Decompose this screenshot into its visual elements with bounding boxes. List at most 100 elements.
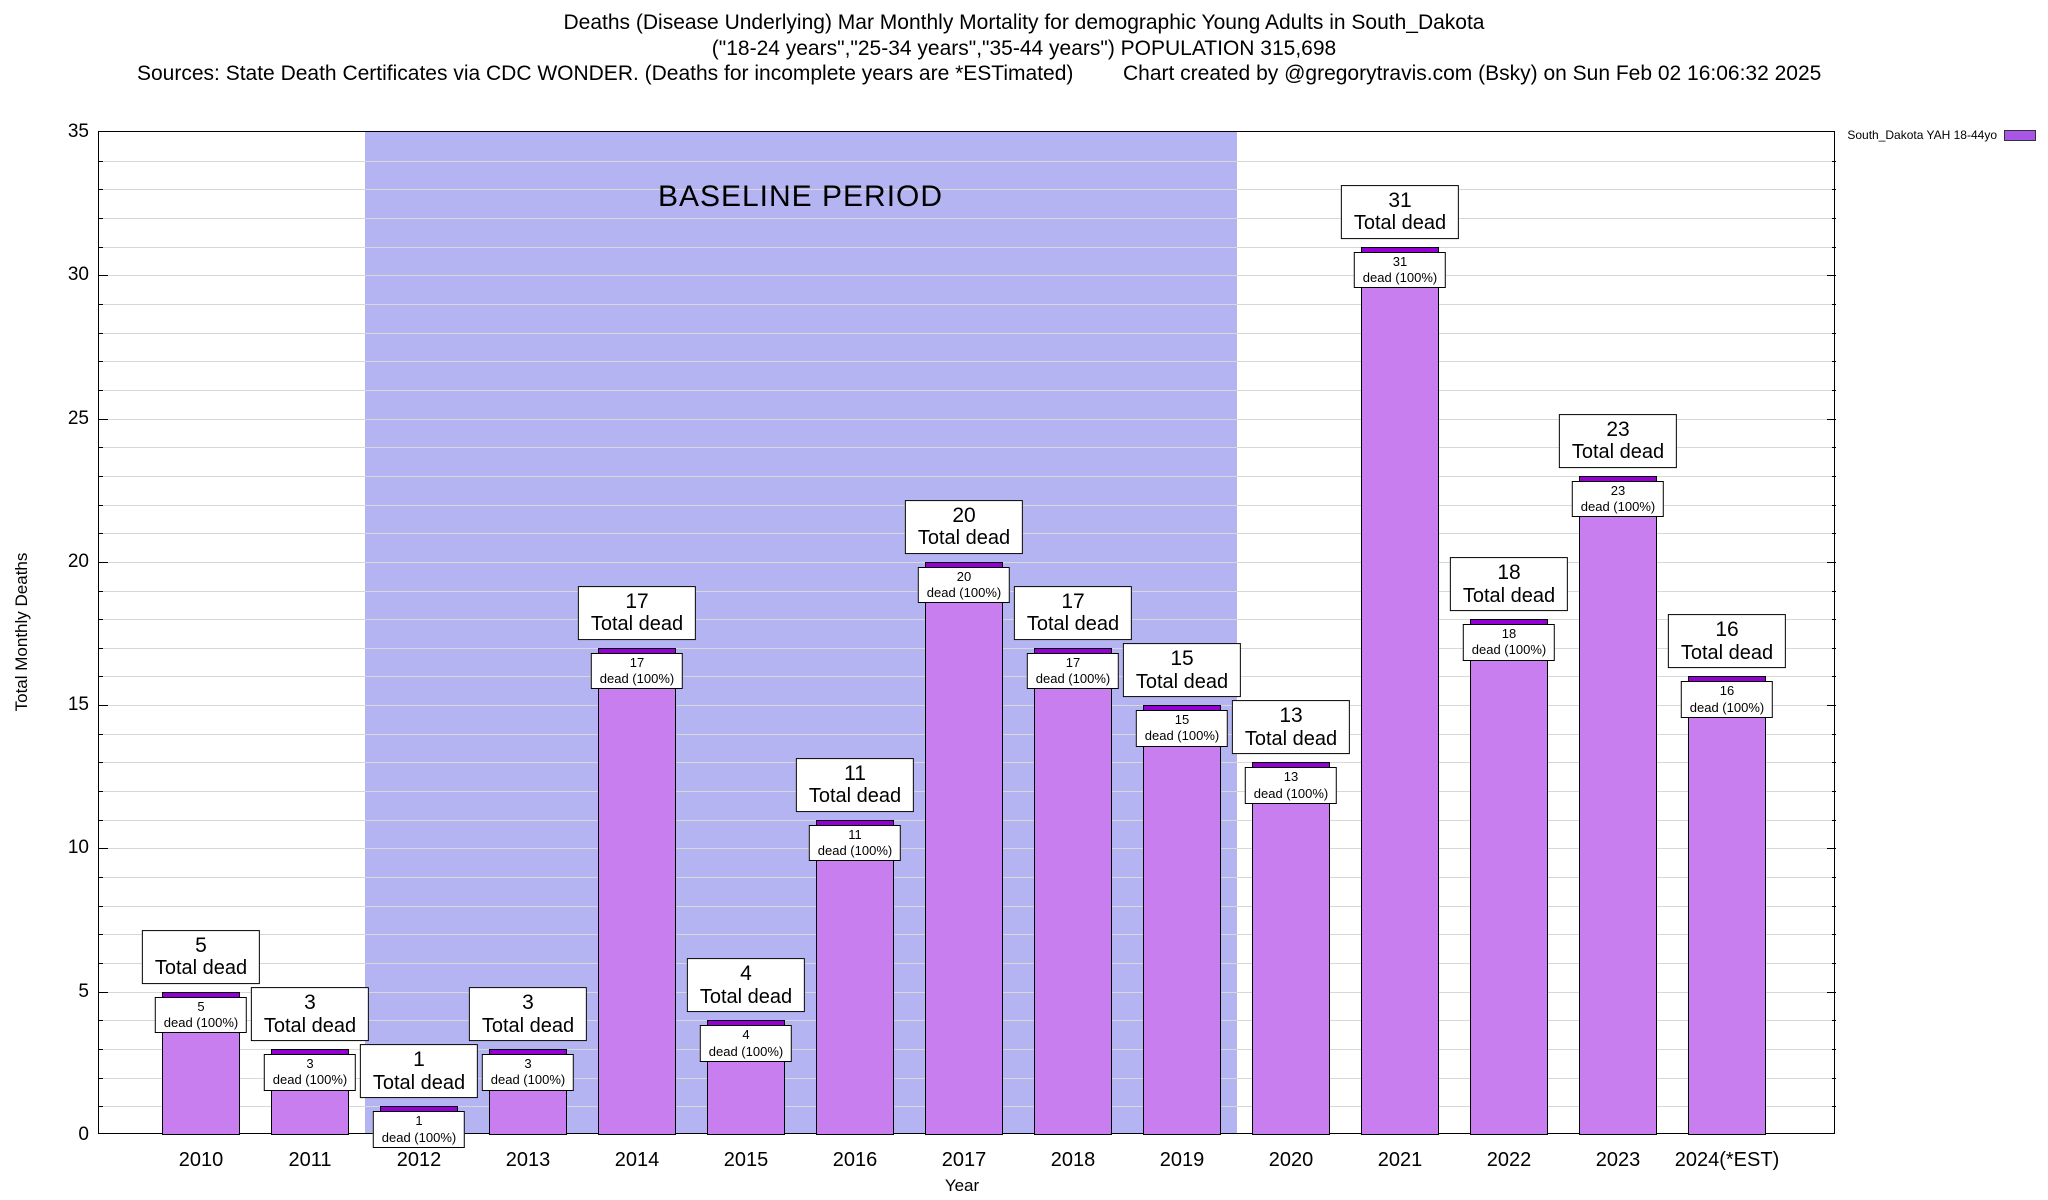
bar-2023 [1579, 475, 1657, 1135]
x-tick-label: 2015 [723, 1149, 769, 1171]
axis-tick [1832, 619, 1836, 621]
axis-tick [99, 848, 108, 850]
axis-tick [99, 733, 103, 735]
baseline-label: BASELINE PERIOD [657, 180, 944, 213]
axis-tick [99, 590, 103, 592]
bar-total-value: 20 [952, 503, 976, 527]
axis-tick [99, 160, 103, 162]
gridline [99, 303, 1834, 305]
axis-tick [1832, 447, 1836, 449]
axis-tick [1827, 418, 1836, 420]
axis-tick [99, 275, 108, 277]
y-tick-label: 20 [67, 550, 89, 572]
bar-total-label: 17 Total dead [577, 585, 697, 640]
axis-tick [1827, 848, 1836, 850]
bar-total-value: 11 [844, 761, 866, 785]
bar-inner-label: 5 dead (100%) [154, 996, 248, 1034]
axis-tick [99, 762, 103, 764]
axis-tick [1832, 189, 1836, 191]
bar-inner-text: dead (100%) [1144, 728, 1220, 744]
bar-inner-text: dead (100%) [926, 585, 1002, 601]
bar-inner-value: 31 [1392, 253, 1408, 269]
axis-tick [99, 217, 103, 219]
sources-note: Sources: State Death Certificates via CD… [137, 62, 1074, 85]
axis-tick [1832, 1020, 1836, 1022]
x-tick-label: 2010 [178, 1149, 224, 1171]
bar-total-text: Total dead [1571, 441, 1665, 464]
x-tick-label: 2011 [288, 1149, 332, 1171]
axis-tick [99, 877, 103, 879]
credit-note: Chart created by @gregorytravis.com (Bsk… [1123, 62, 1822, 85]
axis-tick [1832, 389, 1836, 391]
legend-label: South_Dakota YAH 18-44yo [1847, 128, 1997, 142]
gridline [99, 246, 1834, 248]
axis-tick [1832, 1049, 1836, 1051]
bar-inner-value: 17 [1065, 654, 1081, 670]
gridline [99, 418, 1834, 420]
y-tick-label: 35 [67, 121, 89, 142]
bar-total-label: 23 Total dead [1558, 413, 1678, 468]
axis-tick [1832, 791, 1836, 793]
bar-2019 [1143, 705, 1221, 1135]
axis-tick [99, 246, 103, 248]
bar-total-value: 17 [1061, 589, 1085, 613]
gridline [99, 361, 1834, 363]
bar-2020 [1252, 762, 1330, 1135]
bar-total-label: 17 Total dead [1013, 585, 1133, 640]
axis-tick [99, 963, 103, 965]
bar-total-text: Total dead [1680, 642, 1774, 665]
axis-tick [1832, 934, 1836, 936]
bar-inner-value: 17 [629, 654, 645, 670]
y-tick-label: 0 [78, 1124, 89, 1145]
bar-inner-label: 3 dead (100%) [263, 1054, 357, 1091]
bar-total-text: Total dead [808, 785, 902, 808]
bar-total-value: 4 [740, 962, 752, 986]
bar-inner-label: 3 dead (100%) [481, 1054, 575, 1091]
bar-inner-value: 23 [1610, 482, 1626, 498]
bar-total-label: 13 Total dead [1231, 700, 1351, 755]
axis-tick [1832, 361, 1836, 363]
bar-total-text: Total dead [1244, 728, 1338, 751]
bar-2017 [925, 561, 1003, 1135]
x-tick-label: 2018 [1050, 1149, 1096, 1171]
bar-inner-text: dead (100%) [708, 1043, 784, 1059]
axis-tick [1832, 332, 1836, 334]
bar-inner-value: 3 [524, 1056, 532, 1072]
bar-inner-text: dead (100%) [272, 1072, 348, 1088]
bar-total-label: 15 Total dead [1122, 643, 1242, 698]
y-axis-title: Total Monthly Deaths [12, 552, 31, 712]
x-tick-label: 2016 [832, 1149, 878, 1171]
bar-total-text: Total dead [263, 1014, 357, 1037]
bar-inner-label: 11 dead (100%) [808, 824, 902, 862]
axis-tick [99, 189, 103, 191]
bar-total-label: 16 Total dead [1667, 614, 1787, 669]
bar-total-label: 5 Total dead [141, 929, 261, 984]
axis-tick [99, 1077, 103, 1079]
axis-tick [99, 1049, 103, 1051]
axis-tick [1827, 275, 1836, 277]
bar-total-text: Total dead [1026, 613, 1120, 636]
axis-tick [99, 533, 103, 535]
bar-inner-value: 4 [742, 1027, 750, 1043]
bar-inner-label: 4 dead (100%) [699, 1025, 793, 1062]
bar-total-value: 15 [1170, 647, 1194, 671]
bar-total-label: 20 Total dead [904, 499, 1024, 554]
bar-total-text: Total dead [481, 1014, 575, 1037]
axis-tick [1832, 819, 1836, 821]
x-axis-title: Year [944, 1176, 980, 1195]
bar-inner-label: 20 dead (100%) [917, 566, 1011, 604]
axis-tick [1832, 590, 1836, 592]
bar-inner-text: dead (100%) [817, 843, 893, 859]
axis-tick [1827, 991, 1836, 993]
y-tick-label: 15 [67, 694, 89, 716]
bar-inner-text: dead (100%) [163, 1014, 239, 1030]
x-tick-label: 2023 [1595, 1149, 1641, 1171]
axis-tick [99, 705, 108, 707]
bar-2018 [1034, 647, 1112, 1135]
bar-total-label: 3 Total dead [468, 987, 588, 1042]
x-tick-label: 2014 [614, 1149, 660, 1171]
bar-total-label: 11 Total dead [795, 757, 915, 812]
bar-inner-text: dead (100%) [490, 1072, 566, 1088]
x-tick-label: 2024(*EST) [1674, 1149, 1780, 1171]
axis-tick [99, 991, 108, 993]
